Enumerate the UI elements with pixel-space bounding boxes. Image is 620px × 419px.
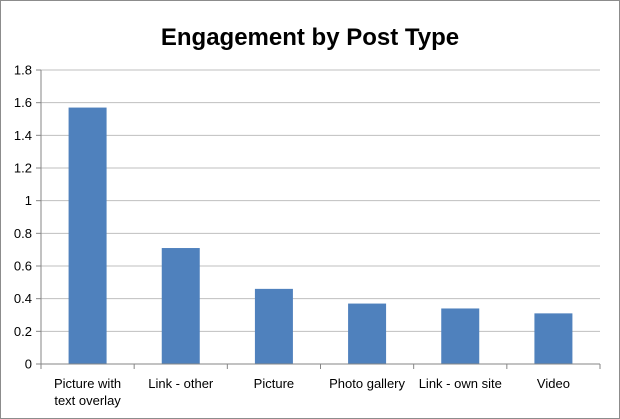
y-tick-label: 0.2 [14,324,32,339]
y-tick-label: 1.8 [14,63,32,78]
y-tick-label: 0.6 [14,259,32,274]
bar [348,303,387,364]
x-category-label: Photo gallery [329,376,405,391]
bar [68,107,107,365]
axes [40,70,601,369]
y-axis-ticks: 0 0.2 0.4 0.6 0.8 1 1.2 1.4 1.6 1.8 [14,63,41,372]
gridlines [41,69,600,332]
x-category-label: Link - other [148,376,214,391]
y-tick-label: 0 [25,357,32,372]
x-category-label: Link - own site [419,376,502,391]
y-tick-label: 1 [25,193,32,208]
y-tick-label: 0.8 [14,226,32,241]
bar [254,288,293,364]
x-axis-categories: Picture with text overlay Link - other Pict… [54,376,570,408]
bar [534,313,573,364]
x-category-label: Video [537,376,570,391]
y-tick-label: 1.4 [14,128,32,143]
bar [441,308,480,364]
chart-title: Engagement by Post Type [161,24,459,51]
x-category-label: Picture [254,376,294,391]
y-tick-label: 0.4 [14,291,32,306]
y-tick-label: 1.6 [14,95,32,110]
y-tick-label: 1.2 [14,161,32,176]
bars [68,107,573,365]
x-category-label: Picture with text overlay [54,376,121,408]
bar [161,248,200,364]
